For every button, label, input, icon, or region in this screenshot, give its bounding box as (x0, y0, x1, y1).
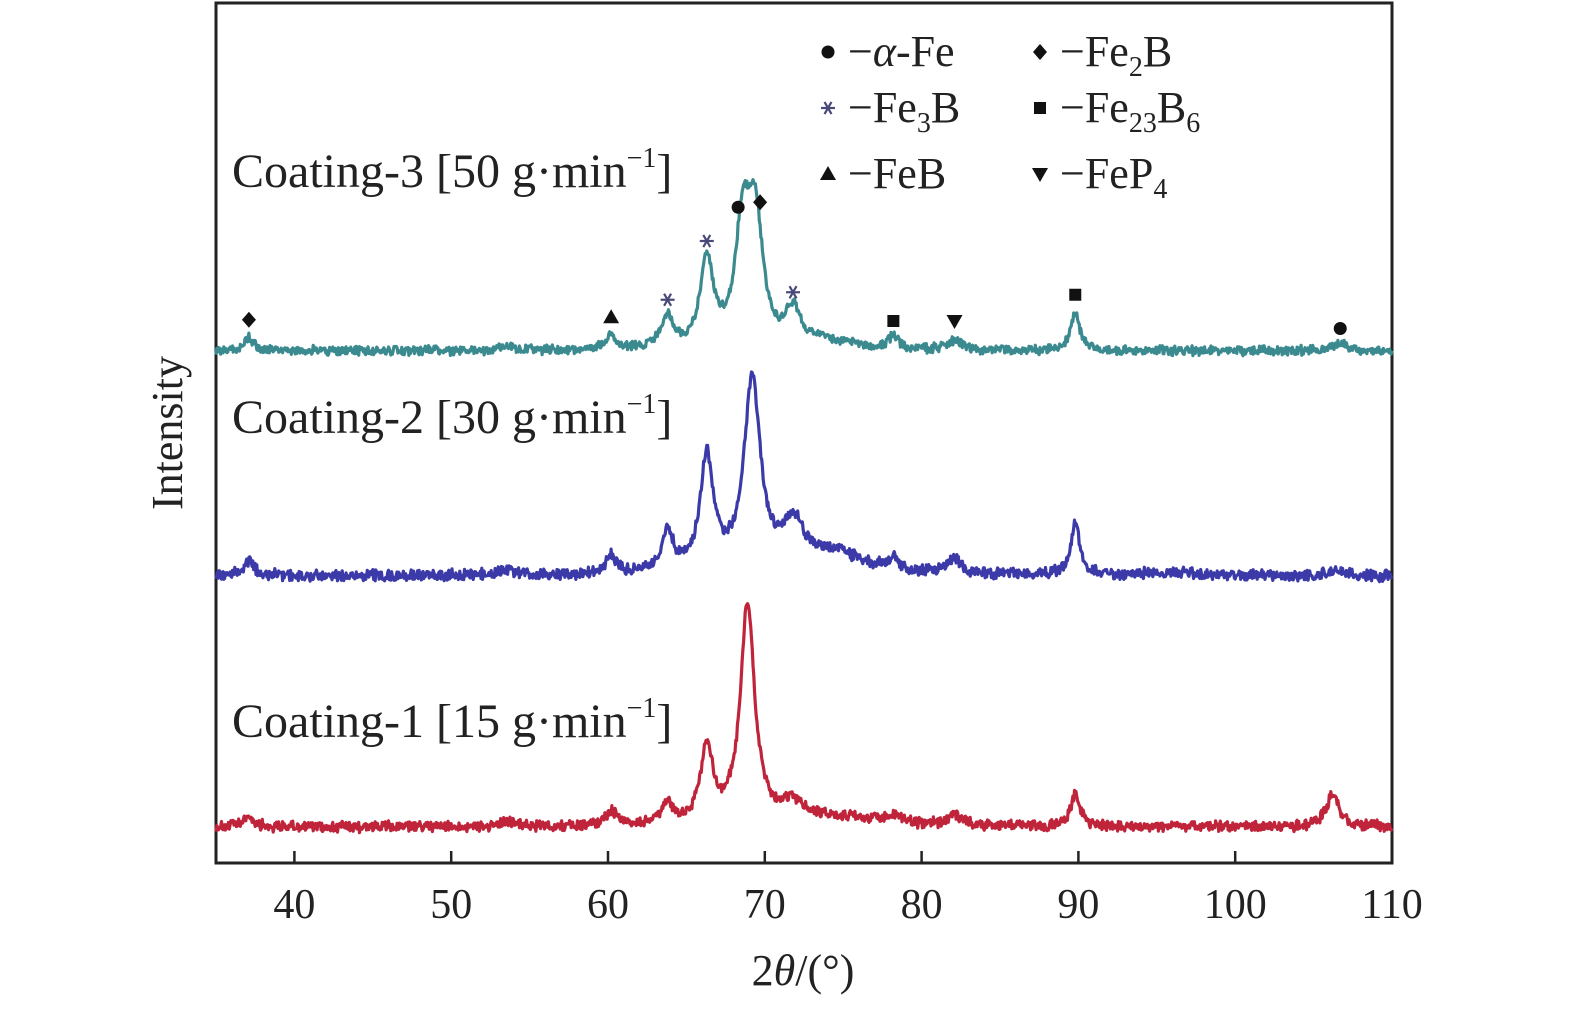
peak-marker-diamond (753, 194, 768, 211)
y-axis-title: Intensity (143, 356, 192, 510)
plot-frame (214, 1, 1394, 865)
peak-marker-star (786, 285, 801, 299)
peak-marker-triangle-up (603, 309, 620, 324)
x-tick-label: 70 (744, 882, 786, 928)
peak-marker-circle (731, 200, 745, 214)
legend-marker-triangle-up (820, 166, 836, 180)
series-line-2 (214, 370, 1394, 584)
peak-marker-star (699, 234, 714, 248)
x-tick-label: 50 (430, 882, 472, 928)
x-axis-title-post: /(°) (795, 946, 854, 995)
legend-marker-triangle-down (1032, 168, 1048, 182)
x-tick-label: 100 (1204, 882, 1267, 928)
peak-marker-square (1069, 288, 1082, 301)
series-label-2: Coating-2 [30 g·min−1] (232, 389, 672, 444)
legend-marker-diamond (1033, 44, 1047, 60)
series-line-3 (214, 178, 1394, 358)
peak-marker-circle (1333, 322, 1347, 335)
series-line-1 (214, 602, 1394, 835)
x-tick-label: 110 (1361, 882, 1422, 928)
x-tick-label: 90 (1057, 882, 1099, 928)
peak-marker-star (660, 293, 675, 307)
x-tick-label: 60 (587, 882, 629, 928)
x-axis-title: 2θ/(°) (752, 946, 855, 995)
legend-marker-star (821, 101, 835, 115)
peak-marker-triangle-down (946, 315, 963, 329)
series-layer (214, 178, 1394, 835)
peak-marker-diamond (241, 311, 256, 328)
x-axis-title-pre: 2 (752, 946, 774, 995)
legend-entry: −α-Fe (848, 27, 955, 76)
x-tick-label: 40 (273, 882, 315, 928)
legend-entry: −FeP4 (1060, 149, 1167, 205)
phase-markers (241, 194, 1347, 335)
x-tick-label: 80 (901, 882, 943, 928)
legend-entry: −Fe3B (848, 83, 960, 139)
legend-entry: −FeB (848, 149, 946, 198)
legend-marker-circle (821, 45, 835, 59)
series-label-1: Coating-1 [15 g·min−1] (232, 693, 672, 748)
x-axis: 40 50 60 70 80 90 100 110 (273, 851, 1423, 928)
legend-marker-square (1034, 102, 1046, 114)
peak-marker-square (887, 315, 900, 327)
legend-entry: −Fe2B (1060, 27, 1172, 83)
x-axis-title-theta: θ (774, 946, 796, 995)
series-label-3: Coating-3 [50 g·min−1] (232, 143, 672, 198)
legend-entry: −Fe23B6 (1060, 83, 1200, 139)
legend: −α-Fe −Fe2B −Fe3B −Fe23B6 −FeB −FeP4 (820, 27, 1200, 205)
series-labels: Coating-1 [15 g·min−1] Coating-2 [30 g·mi… (232, 143, 672, 748)
